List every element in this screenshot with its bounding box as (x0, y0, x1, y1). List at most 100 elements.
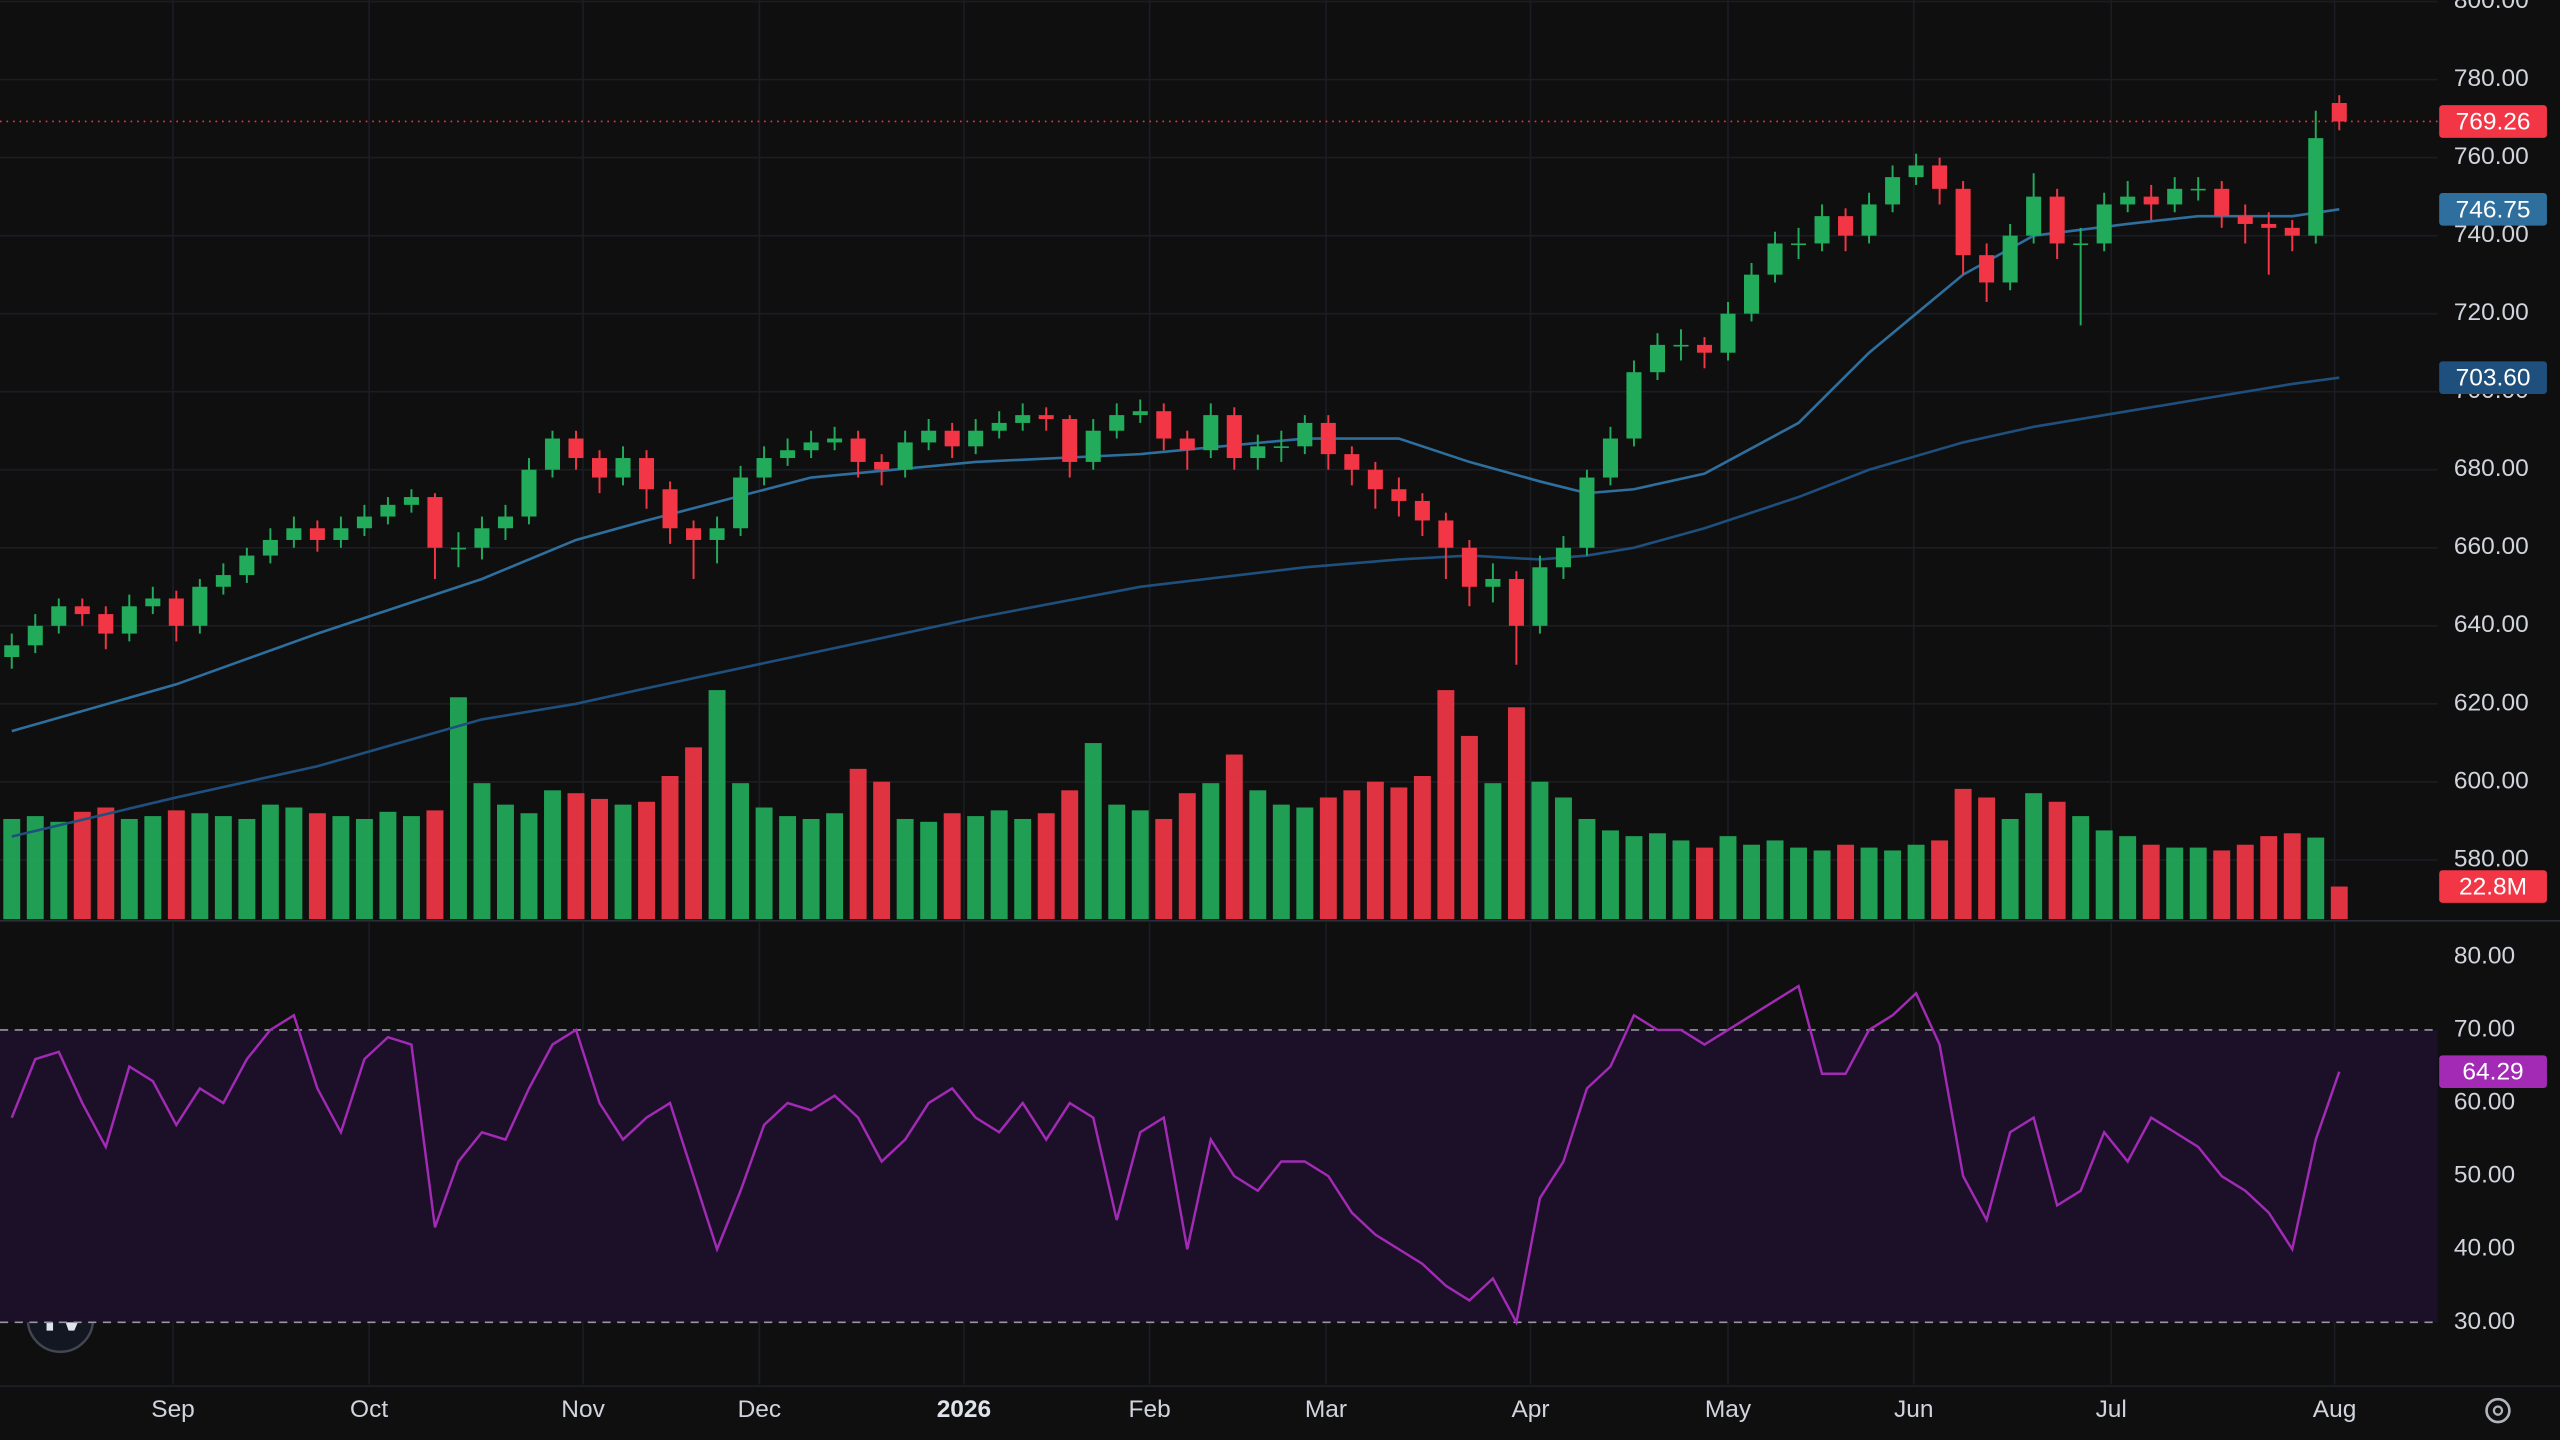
volume-bar (1272, 804, 1290, 920)
candle-body (1062, 419, 1078, 462)
candle-body (380, 504, 396, 517)
settings-button[interactable] (2485, 1397, 2511, 1424)
candle-body (780, 450, 796, 459)
volume-bar (1625, 836, 1643, 920)
candle-body (2002, 235, 2018, 283)
volume-bar (2283, 833, 2301, 920)
candle-body (944, 430, 960, 447)
volume-bar (1037, 813, 1055, 920)
volume-bar (708, 690, 726, 920)
volume-bar (449, 697, 467, 920)
candle-body (1861, 204, 1877, 236)
candle-body (1743, 274, 1760, 314)
volume-bar (214, 816, 232, 920)
y-tick-label: 600.00 (2454, 767, 2529, 794)
y-tick-label: 760.00 (2454, 143, 2529, 170)
y-tick-label: 680.00 (2454, 455, 2529, 482)
candle-body (1673, 344, 1689, 347)
volume-bar (990, 810, 1008, 920)
candle-body (1838, 216, 1854, 236)
volume-bar (826, 813, 844, 920)
candle-body (121, 606, 137, 634)
candle-body (1226, 415, 1242, 459)
rsi-tick-label: 50.00 (2454, 1162, 2515, 1189)
candle-body (74, 606, 90, 615)
candle-body (1885, 177, 1901, 205)
volume-bar (97, 807, 115, 920)
candle-body (1602, 438, 1618, 478)
x-tick-label: 2026 (937, 1396, 991, 1423)
volume-bar (1813, 850, 1831, 920)
value-label-box (2439, 105, 2547, 138)
candle-body (1532, 567, 1548, 626)
candle-body (874, 461, 890, 470)
volume-bar (1696, 847, 1713, 920)
volume-bar (1743, 844, 1760, 920)
volume-bar (73, 811, 91, 920)
candle-body (1179, 438, 1195, 451)
volume-bar (355, 818, 373, 920)
volume-bar (802, 818, 820, 920)
candle-body (639, 458, 655, 490)
volume-bar (567, 793, 585, 920)
volume-bar (2213, 850, 2231, 920)
volume-bar (191, 813, 209, 920)
candle-body (239, 555, 255, 576)
volume-bar (2095, 830, 2113, 920)
y-tick-label: 620.00 (2454, 689, 2529, 716)
volume-bar (167, 810, 185, 920)
candle-body (192, 586, 208, 626)
candle-body (544, 438, 561, 470)
candle-body (2026, 196, 2042, 236)
volume-bar (1601, 830, 1619, 920)
volume-bar (1319, 797, 1337, 920)
gear-hub[interactable] (2492, 1405, 2504, 1416)
candle-body (897, 442, 913, 470)
value-label: 746.75 (2456, 196, 2531, 223)
candle-body (662, 489, 678, 529)
rsi-tick-label: 30.00 (2454, 1308, 2515, 1335)
volume-bar (2330, 886, 2348, 920)
volume-bar (1672, 840, 1690, 920)
volume-bar (2142, 844, 2160, 920)
candle-body (591, 458, 608, 478)
value-label: 703.60 (2456, 365, 2531, 392)
candle-body (921, 430, 937, 443)
volume-bar (920, 821, 938, 920)
volume-bar (1931, 840, 1949, 920)
candle-body (2073, 243, 2089, 246)
candle-body (2284, 227, 2300, 236)
candle-body (1250, 446, 1266, 459)
gear-ring[interactable] (2485, 1397, 2511, 1424)
value-label-box (2439, 192, 2547, 226)
candle-body (1461, 547, 1477, 587)
candle-body (827, 438, 843, 443)
volume-bar (1390, 787, 1408, 920)
x-tick-label: May (1705, 1396, 1752, 1423)
volume-bar (1954, 788, 1972, 920)
x-tick-label: Nov (561, 1396, 605, 1423)
volume-bar (1225, 754, 1243, 920)
volume-bar (426, 810, 444, 920)
volume-bar (1249, 790, 1267, 920)
value-label-box (2439, 361, 2547, 394)
volume-bar (1366, 781, 1384, 920)
x-tick-label: Jun (1894, 1396, 1933, 1423)
volume-bar (1554, 797, 1572, 920)
value-label: 769.26 (2456, 109, 2531, 136)
volume-bar (26, 816, 44, 920)
volume-bar (308, 813, 326, 920)
volume-bar (685, 747, 703, 920)
volume-bar (2260, 836, 2278, 920)
candle-body (450, 547, 466, 550)
candle-body (2331, 102, 2347, 122)
x-tick-label: Sep (151, 1396, 195, 1423)
candle-body (286, 528, 302, 540)
x-tick-label: Dec (738, 1396, 782, 1423)
volume-bar (1413, 776, 1431, 920)
volume-bar (849, 768, 867, 920)
volume-bar (896, 818, 914, 920)
volume-bar (144, 816, 162, 920)
candle-body (803, 442, 819, 451)
candle-body (262, 539, 278, 556)
